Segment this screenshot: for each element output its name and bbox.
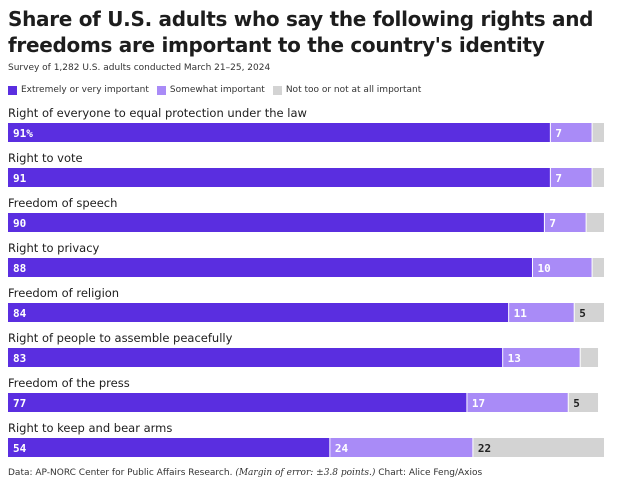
category-label: Right to privacy: [8, 241, 100, 255]
legend-item-somewhat-important: Somewhat important: [156, 85, 265, 95]
bar-segment-somewhat-important: [502, 348, 581, 367]
bar-row-right-to-vote: Right to vote 91 7: [8, 151, 604, 187]
bar-segment-not-too-or-not-at-all-important: [592, 258, 604, 277]
bar-row-right-of-people-to-assemble-peacefully: Right of people to assemble peacefully 83…: [8, 331, 599, 367]
bar-segment-not-too-or-not-at-all-important: [574, 303, 604, 322]
footer-source: Data: AP-NORC Center for Public Affairs …: [8, 468, 233, 478]
data-label: 7: [549, 217, 556, 230]
data-label: 17: [472, 397, 485, 410]
bar-segment-extremely-or-very-important: [8, 258, 533, 277]
data-label: 91: [13, 172, 27, 185]
data-label: 54: [13, 442, 27, 455]
bar-segment-extremely-or-very-important: [8, 213, 545, 232]
bar-segment-somewhat-important: [508, 303, 575, 322]
footer-margin-of-error: (Margin of error: ±3.8 points.): [235, 468, 376, 478]
bar-segment-extremely-or-very-important: [8, 348, 503, 367]
bar-segment-not-too-or-not-at-all-important: [586, 213, 604, 232]
bar-row-freedom-of-speech: Freedom of speech 90 7: [8, 196, 604, 232]
bar-segment-extremely-or-very-important: [8, 123, 551, 142]
category-label: Freedom of religion: [8, 286, 119, 300]
bar-segment-not-too-or-not-at-all-important: [568, 393, 599, 412]
bar-segment-somewhat-important: [550, 168, 593, 187]
legend-item-not-important: Not too or not at all important: [272, 85, 422, 95]
bar-row-freedom-of-religion: Freedom of religion 84 11 5: [8, 286, 604, 322]
legend-swatch-extremely-important: [8, 85, 17, 95]
category-label: Right to keep and bear arms: [8, 421, 172, 435]
category-label: Freedom of the press: [8, 376, 130, 390]
category-label: Freedom of speech: [8, 196, 117, 210]
bar-segment-not-too-or-not-at-all-important: [580, 348, 599, 367]
legend-label-somewhat-important: Somewhat important: [169, 85, 265, 95]
data-label: 11: [514, 307, 528, 320]
bar-row-right-of-everyone-to-equal-protection-under-the-law: Right of everyone to equal protection un…: [8, 106, 604, 142]
bar-segment-somewhat-important: [550, 123, 593, 142]
chart-subtitle: Survey of 1,282 U.S. adults conducted Ma…: [8, 63, 271, 73]
data-label: 5: [573, 397, 580, 410]
data-label: 84: [13, 307, 27, 320]
legend-label-extremely-important: Extremely or very important: [21, 85, 149, 95]
data-label: 22: [478, 442, 491, 455]
bar-segment-somewhat-important: [544, 213, 587, 232]
chart-title: Share of U.S. adults who say the followi…: [8, 7, 594, 57]
data-label: 24: [335, 442, 349, 455]
category-label: Right to vote: [8, 151, 83, 165]
bar-row-freedom-of-the-press: Freedom of the press 77 17 5: [8, 376, 599, 412]
data-label: 7: [555, 127, 562, 140]
bar-segment-extremely-or-very-important: [8, 438, 330, 457]
bar-segment-extremely-or-very-important: [8, 393, 467, 412]
bar-segment-not-too-or-not-at-all-important: [592, 123, 604, 142]
legend-swatch-somewhat-important: [156, 85, 166, 95]
bar-segment-somewhat-important: [329, 438, 473, 457]
footer-credit: Chart: Alice Feng/Axios: [378, 468, 483, 478]
legend-label-not-important: Not too or not at all important: [285, 85, 422, 95]
data-label: 83: [13, 352, 26, 365]
bar-segment-somewhat-important: [466, 393, 569, 412]
bar-row-right-to-privacy: Right to privacy 88 10: [8, 241, 604, 277]
category-label: Right of everyone to equal protection un…: [8, 106, 307, 120]
data-label: 91%: [13, 127, 33, 140]
chart-footer: Data: AP-NORC Center for Public Affairs …: [8, 468, 482, 478]
legend-swatch-not-important: [272, 85, 282, 95]
legend: Extremely or very important Somewhat imp…: [8, 83, 429, 97]
bar-row-right-to-keep-and-bear-arms: Right to keep and bear arms 54 24 22: [8, 421, 604, 457]
data-label: 7: [555, 172, 562, 185]
category-label: Right of people to assemble peacefully: [8, 331, 233, 345]
bar-segment-not-too-or-not-at-all-important: [592, 168, 604, 187]
bar-segment-extremely-or-very-important: [8, 303, 509, 322]
data-label: 13: [508, 352, 521, 365]
bar-segment-extremely-or-very-important: [8, 168, 551, 187]
data-label: 5: [579, 307, 586, 320]
data-label: 90: [13, 217, 26, 230]
bar-segment-somewhat-important: [532, 258, 593, 277]
stacked-bar-chart: Right of everyone to equal protection un…: [8, 106, 604, 457]
bar-segment-not-too-or-not-at-all-important: [472, 438, 604, 457]
data-label: 10: [537, 262, 550, 275]
legend-item-extremely-important: Extremely or very important: [8, 85, 149, 95]
data-label: 88: [13, 262, 26, 275]
data-label: 77: [13, 397, 26, 410]
